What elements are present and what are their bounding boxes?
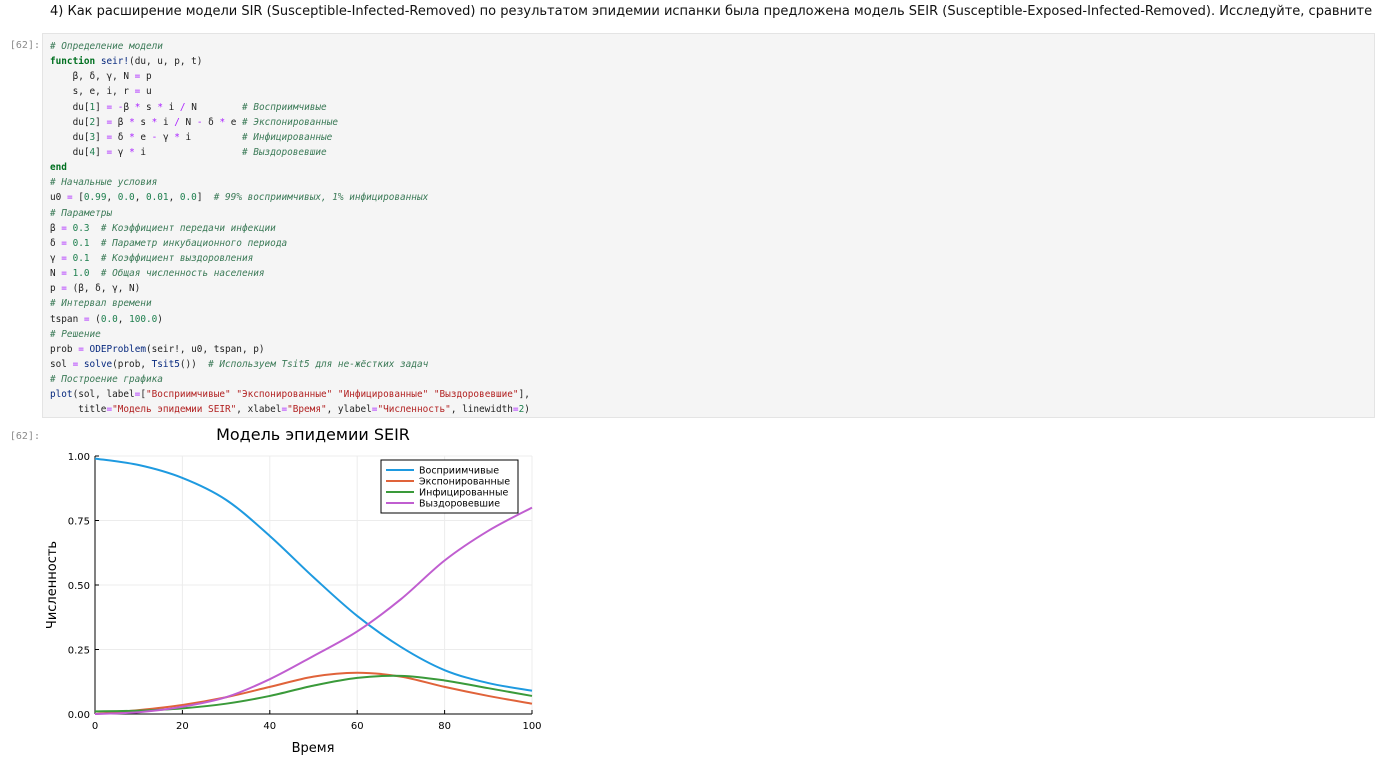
y-tick-label: 0.75: [68, 517, 90, 528]
code-line: sol = solve(prob, Tsit5()) # Используем …: [50, 358, 429, 370]
code-line: p = (β, δ, γ, N): [50, 283, 141, 295]
series-line-1: [94, 671, 533, 715]
code-line: du[3] = δ * e - γ * i # Инфицированные: [50, 131, 333, 143]
output-area: Модель эпидемии SEIR 0 20 40 60 80 100 0.00 0.2…: [42, 420, 562, 765]
legend-box: [380, 459, 519, 514]
y-tick-label: 1.00: [68, 452, 90, 463]
series-line-2: [94, 674, 533, 713]
code-line: # Определение модели: [50, 41, 163, 52]
code-line: N = 1.0 # Общая численность населения: [50, 268, 265, 280]
markdown-text: 4) Как расширение модели SIR (Susceptibl…: [50, 4, 1375, 19]
y-axis-label: Численность: [45, 541, 60, 629]
x-tick-label: 0: [92, 721, 98, 732]
code-line: # Параметры: [50, 207, 113, 219]
x-tick-label: 60: [351, 721, 364, 732]
code-line: u0 = [0.99, 0.0, 0.01, 0.0] # 99% воспри…: [50, 192, 429, 204]
x-tick-label: 80: [438, 721, 451, 732]
legend-label: Инфицированные: [419, 488, 508, 499]
series-line-0: [94, 457, 533, 692]
code-line: du[2] = β * s * i / N - δ * e # Экспонир…: [50, 116, 338, 128]
chart-ticks: 0 20 40 60 80 100 0.00 0.25 0.50 0.75 1.00: [68, 452, 542, 732]
chart-lines: [94, 457, 533, 715]
chart-legend: ВосприимчивыеЭкспонированныеИнфицированн…: [380, 459, 519, 514]
series-line-3: [94, 506, 533, 715]
code-cell[interactable]: # Определение модели function seir!(du, u…: [42, 33, 1375, 418]
code-line: s, e, i, r = u: [50, 86, 152, 98]
code-line: # Интервал времени: [50, 298, 152, 310]
code-line: title="Модель эпидемии SEIR", xlabel="Вр…: [50, 404, 530, 416]
legend-label: Выздоровевшие: [419, 499, 500, 510]
chart-title: Модель эпидемии SEIR: [216, 425, 410, 444]
code-line: end: [50, 162, 67, 174]
code-line: plot(sol, label=["Восприимчивые" "Экспон…: [50, 389, 530, 401]
code-line: # Начальные условия: [50, 177, 158, 189]
x-tick-label: 100: [522, 721, 541, 732]
markdown-cell: 4) Как расширение модели SIR (Susceptibl…: [50, 0, 1375, 28]
legend-label: Восприимчивые: [419, 466, 499, 477]
code-line: # Построение графика: [50, 374, 163, 386]
x-axis-label: Время: [292, 741, 335, 756]
seir-chart: Модель эпидемии SEIR 0 20 40 60 80 100 0.00 0.2…: [45, 425, 542, 756]
x-tick-label: 40: [263, 721, 276, 732]
code-line: du[4] = γ * i # Выздоровевшие: [50, 146, 327, 158]
code-line: β = 0.3 # Коэффициент передачи инфекции: [50, 222, 276, 234]
code-line: γ = 0.1 # Коэффициент выздоровления: [50, 252, 254, 264]
y-tick-label: 0.00: [68, 710, 90, 721]
legend-label: Экспонированные: [419, 477, 510, 488]
x-tick-label: 20: [176, 721, 189, 732]
code-line: prob = ODEProblem(seir!, u0, tspan, p): [50, 343, 265, 355]
code-line: β, δ, γ, N = p: [50, 71, 152, 83]
input-prompt: [62]:: [9, 40, 40, 51]
code-editor[interactable]: # Определение модели function seir!(du, u…: [50, 39, 530, 418]
code-line: δ = 0.1 # Параметр инкубационного период…: [50, 237, 288, 249]
code-line: du[1] = -β * s * i / N # Восприимчивые: [50, 101, 327, 113]
code-line: # Решение: [50, 328, 101, 340]
code-line: function seir!(du, u, p, t): [50, 56, 203, 68]
output-prompt: [62]:: [9, 431, 40, 442]
y-tick-label: 0.50: [68, 581, 90, 592]
y-tick-label: 0.25: [68, 646, 90, 657]
code-line: tspan = (0.0, 100.0): [50, 313, 163, 325]
